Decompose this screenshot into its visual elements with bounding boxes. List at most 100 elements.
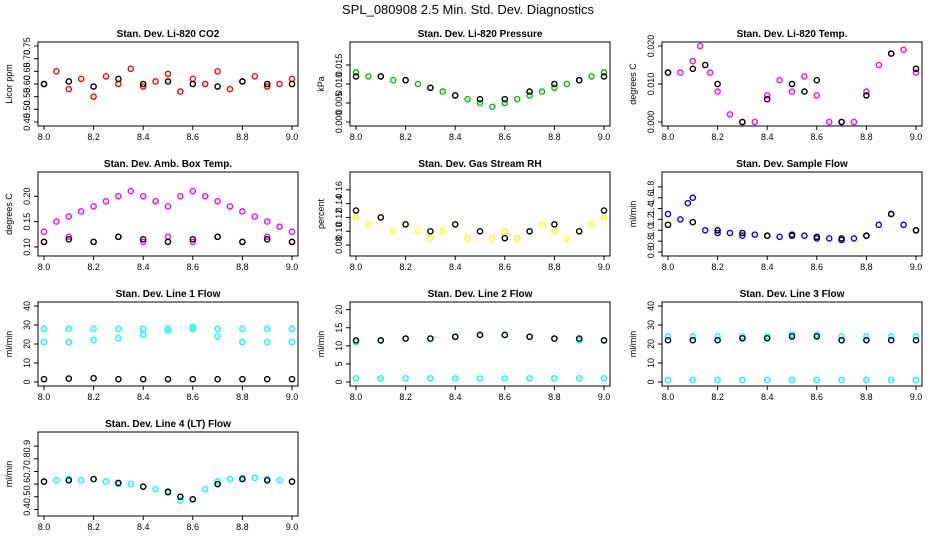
data-point [664, 333, 672, 340]
y-tick-label: 0.020 [646, 35, 656, 58]
data-point [451, 375, 459, 382]
data-point [788, 376, 796, 384]
y-tick-label: 0.6 [646, 246, 656, 259]
data-point [90, 325, 97, 333]
data-point [263, 338, 271, 346]
data-point [389, 76, 397, 84]
data-point [288, 375, 296, 383]
data-point [90, 83, 97, 90]
y-tick-label: 0.65 [22, 63, 32, 81]
data-point [776, 76, 783, 84]
data-point [214, 478, 221, 485]
data-point [863, 92, 870, 99]
x-tick-label: 8.8 [236, 262, 249, 272]
x-tick-label: 8.2 [87, 262, 100, 272]
data-point [739, 376, 746, 384]
y-tick-label: 0.010 [334, 73, 344, 96]
panel-title: Stan. Dev. Line 2 Flow [428, 289, 533, 300]
y-tick-label: 0.015 [334, 54, 344, 77]
data-point [813, 233, 821, 241]
data-point [776, 233, 783, 241]
x-tick-label: 8.6 [811, 132, 824, 142]
panel-title: Stan. Dev. Line 4 (LT) Flow [105, 419, 231, 430]
x-tick-label: 8.4 [449, 132, 462, 142]
data-point [825, 118, 833, 126]
data-point [102, 73, 110, 80]
y-tick-label: 0.14 [334, 195, 344, 213]
data-point [214, 325, 221, 333]
y-tick-label: 10 [334, 341, 344, 351]
data-point [288, 228, 296, 236]
data-point [714, 88, 721, 95]
data-point [377, 214, 385, 221]
data-point [664, 221, 672, 229]
data-point [575, 335, 583, 342]
x-tick-label: 8.8 [548, 132, 561, 142]
panel-frame [661, 301, 923, 387]
data-point [263, 83, 271, 90]
data-point [600, 375, 608, 382]
y-tick-label: 0.10 [334, 223, 344, 241]
data-point [214, 233, 221, 241]
data-point [263, 80, 271, 88]
data-point [664, 69, 672, 76]
x-tick-label: 8.8 [548, 262, 561, 272]
data-point [801, 232, 808, 240]
y-tick-label: 0.20 [22, 188, 32, 206]
data-point [177, 88, 184, 95]
x-tick-label: 8.6 [499, 392, 512, 402]
data-point [152, 485, 159, 493]
data-point [189, 325, 197, 333]
panel-title: Stan. Dev. Li-820 Temp. [737, 29, 848, 40]
data-point [887, 333, 895, 340]
data-point [863, 232, 870, 240]
x-tick-label: 9.0 [598, 262, 611, 272]
x-tick-label: 8.2 [399, 132, 412, 142]
data-point [513, 95, 521, 103]
data-point [563, 80, 571, 88]
data-point [177, 192, 184, 200]
y-tick-label: 0.55 [22, 88, 32, 106]
data-point [115, 192, 122, 200]
data-series [40, 374, 296, 383]
data-point [689, 65, 697, 73]
data-series [352, 331, 608, 344]
data-point [575, 375, 583, 382]
data-point [276, 80, 283, 88]
x-tick-label: 8.4 [761, 262, 774, 272]
data-point [664, 336, 672, 344]
data-point [600, 73, 608, 80]
x-tick-label: 8.2 [87, 132, 100, 142]
data-point [696, 42, 704, 50]
y-tick-label: 0.12 [334, 209, 344, 227]
data-point [588, 73, 595, 80]
data-point [377, 337, 385, 344]
data-point [600, 337, 608, 344]
data-point [115, 233, 122, 241]
y-tick-label: 0.45 [22, 113, 32, 131]
y-tick-label: 0.9 [22, 440, 32, 453]
x-tick-label: 8.2 [87, 392, 100, 402]
panel-frame [349, 41, 611, 127]
y-tick-label: 0.15 [22, 213, 32, 231]
data-point [214, 480, 221, 488]
data-point [40, 228, 48, 236]
y-tick-label: 0 [334, 379, 344, 384]
data-point [40, 375, 48, 383]
data-point [115, 75, 122, 83]
data-point [600, 214, 608, 221]
data-point [139, 238, 147, 246]
panel-frame [37, 301, 299, 387]
data-point [451, 92, 459, 99]
y-tick-label: 1.2 [646, 213, 656, 226]
data-point [575, 227, 583, 235]
data-point [214, 83, 221, 90]
data-point [127, 65, 135, 73]
data-point [201, 485, 209, 493]
data-point [276, 477, 283, 484]
data-point [288, 238, 296, 246]
x-tick-label: 8.8 [236, 522, 249, 532]
data-point [77, 477, 85, 484]
data-series [40, 325, 296, 346]
data-series [352, 73, 608, 103]
